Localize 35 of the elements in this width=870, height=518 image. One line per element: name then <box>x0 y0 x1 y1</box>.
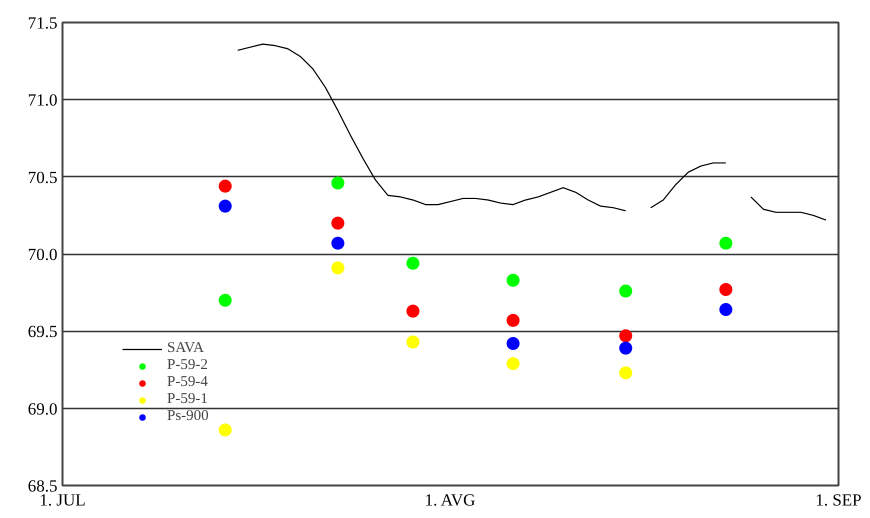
x-tick-label: 1. SEP <box>815 490 862 510</box>
point <box>331 216 344 230</box>
point <box>619 284 632 298</box>
point <box>719 236 732 250</box>
point <box>506 337 520 350</box>
y-tick-label: 71.0 <box>28 90 58 110</box>
y-tick-label: 70.5 <box>28 168 58 187</box>
point <box>619 329 632 342</box>
legend-label: P-59-2 <box>167 357 208 374</box>
point <box>218 294 232 307</box>
point <box>218 200 232 213</box>
point <box>506 274 520 287</box>
point <box>218 180 232 193</box>
point <box>719 303 732 316</box>
legend-label: P-59-4 <box>167 374 208 391</box>
legend-label: Ps-900 <box>167 408 209 425</box>
point <box>331 261 344 274</box>
point <box>331 176 344 190</box>
y-tick-label: 69.0 <box>28 399 58 418</box>
point <box>619 342 632 355</box>
y-tick-label: 69.5 <box>28 322 58 342</box>
x-tick-label: 1. AVG <box>424 490 476 510</box>
point <box>506 314 520 327</box>
point <box>619 366 632 380</box>
y-tick-label: 70.0 <box>28 245 58 264</box>
legend-label: SAVA <box>167 340 204 357</box>
point <box>406 256 420 270</box>
y-tick-label: 71.5 <box>28 14 58 32</box>
point <box>719 283 732 296</box>
point <box>406 304 420 318</box>
legend-label: P-59-1 <box>167 391 208 408</box>
point <box>331 236 344 250</box>
point <box>506 357 520 370</box>
point <box>218 423 232 436</box>
point <box>406 335 420 348</box>
